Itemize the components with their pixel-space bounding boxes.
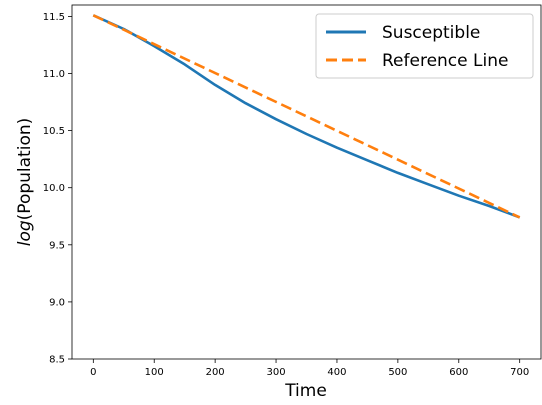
legend: Susceptible Reference Line: [315, 13, 534, 79]
x-tick-label: 300: [266, 367, 285, 378]
x-tick-label: 0: [90, 367, 96, 378]
y-axis-label-rest: (Population): [15, 118, 35, 221]
y-tick-label: 9.5: [49, 240, 65, 251]
y-tick-label: 11.0: [43, 69, 65, 80]
x-axis-ticks: 0 100 200 300 400 500 600 700: [90, 359, 529, 378]
y-axis-label: log(Population): [15, 118, 35, 247]
y-tick-label: 8.5: [49, 355, 65, 366]
y-tick-label: 9.0: [49, 297, 65, 308]
x-tick-label: 600: [449, 367, 468, 378]
x-tick-label: 200: [206, 367, 225, 378]
y-tick-label: 11.5: [43, 12, 65, 23]
plot-frame: [71, 4, 542, 360]
series-line-reference-line: [92, 14, 521, 219]
x-tick-label: 500: [388, 367, 407, 378]
legend-box: [315, 13, 534, 79]
x-tick-label: 400: [327, 367, 346, 378]
y-axis-label-italic: log: [15, 220, 35, 246]
y-axis-ticks: 8.5 9.0 9.5 10.0 10.5 11.0 11.5: [43, 12, 72, 366]
x-tick-label: 100: [145, 367, 164, 378]
series-layer: [92, 14, 521, 219]
y-tick-label: 10.0: [43, 183, 65, 194]
x-tick-label: 700: [510, 367, 529, 378]
legend-label-reference-line: Reference Line: [382, 51, 508, 71]
series-line-susceptible: [92, 14, 521, 219]
legend-label-susceptible: Susceptible: [382, 23, 480, 43]
y-tick-label: 10.5: [43, 126, 65, 137]
x-axis-label: Time: [284, 381, 327, 401]
